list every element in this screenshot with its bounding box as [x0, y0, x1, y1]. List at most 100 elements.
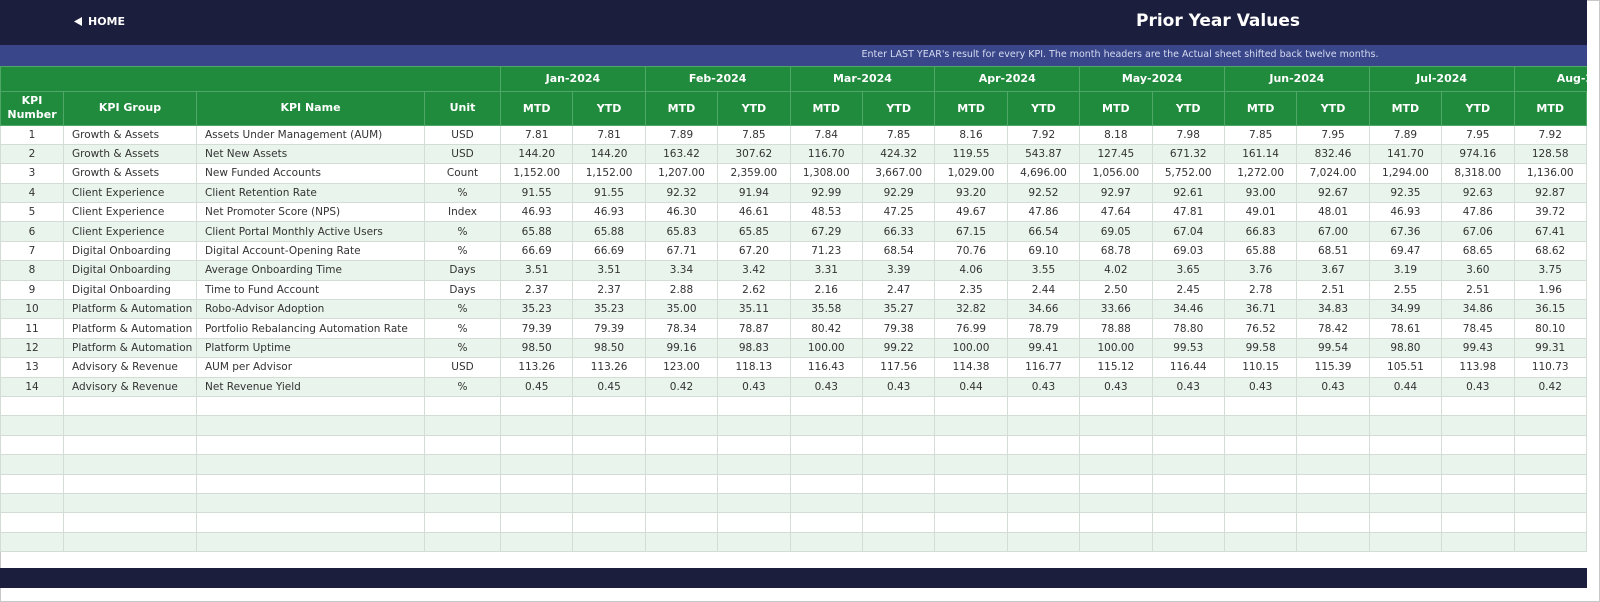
empty-cell [572, 473, 646, 494]
cell: 8.16 [934, 124, 1008, 145]
empty-cell [1151, 512, 1225, 533]
column-header: Unit [424, 90, 501, 126]
empty-cell [1223, 492, 1298, 514]
cell: 3.67 [1296, 260, 1370, 281]
cell: 1,152.00 [572, 163, 646, 184]
cell: Client Portal Monthly Active Users [196, 221, 425, 242]
cell: 98.80 [1368, 337, 1443, 359]
cell: 127.45 [1079, 143, 1153, 165]
cell: 48.53 [789, 202, 863, 223]
cell: 92.67 [1296, 182, 1370, 204]
empty-cell [1441, 512, 1515, 533]
empty-cell [934, 395, 1008, 417]
cell: 0.44 [934, 376, 1008, 397]
empty-cell [1079, 395, 1153, 417]
cell: USD [424, 143, 501, 165]
empty-cell [1585, 337, 1587, 359]
cell: 113.26 [572, 357, 646, 378]
cell: Platform & Automation [63, 299, 197, 320]
empty-cell [1151, 395, 1225, 417]
cell: 117.56 [861, 357, 936, 378]
value-header: MTD [1368, 90, 1443, 126]
empty-cell [1079, 531, 1153, 553]
subtitle-bar: Enter LAST YEAR's result for every KPI. … [0, 45, 1587, 66]
empty-cell [1513, 434, 1587, 456]
empty-cell [1585, 415, 1587, 436]
empty-cell [1223, 395, 1298, 417]
empty-cell [934, 415, 1008, 436]
empty-cell [196, 395, 425, 417]
cell: 66.69 [572, 240, 646, 262]
cell: 46.61 [717, 202, 791, 223]
cell: 67.29 [789, 221, 863, 242]
empty-cell [63, 454, 197, 475]
cell: 47.25 [861, 202, 936, 223]
cell: 78.80 [1151, 318, 1225, 339]
empty-cell [0, 512, 64, 533]
empty-cell [1151, 415, 1225, 436]
empty-cell [789, 531, 863, 553]
cell: 99.53 [1151, 337, 1225, 359]
empty-row [0, 415, 1587, 436]
cell: 7.84 [789, 124, 863, 145]
month-header: Apr-2024 [934, 66, 1081, 92]
empty-cell [1006, 395, 1081, 417]
empty-cell [572, 415, 646, 436]
cell: Platform & Automation [63, 337, 197, 359]
cell: 3.65 [1151, 260, 1225, 281]
cell: 0.43 [1006, 376, 1081, 397]
cell: 36.71 [1223, 299, 1298, 320]
cell: 128.58 [1513, 143, 1587, 165]
cell: 79.38 [861, 318, 936, 339]
empty-cell [1441, 395, 1515, 417]
empty-cell [1513, 473, 1587, 494]
cell: 5 [0, 202, 64, 223]
cell: 66.33 [861, 221, 936, 242]
cell: 116.44 [1151, 357, 1225, 378]
empty-cell [1151, 492, 1225, 514]
cell: 91.94 [717, 182, 791, 204]
cell: 5,752.00 [1151, 163, 1225, 184]
cell: 7.89 [644, 124, 719, 145]
cell: 11 [0, 318, 64, 339]
empty-cell [1585, 143, 1587, 165]
cell: 0.45 [572, 376, 646, 397]
cell: 2.88 [644, 279, 719, 301]
cell: 92.35 [1368, 182, 1443, 204]
cell: 69.03 [1151, 240, 1225, 262]
cell: 99.16 [644, 337, 719, 359]
cell: Net New Assets [196, 143, 425, 165]
empty-cell [789, 454, 863, 475]
cell: Time to Fund Account [196, 279, 425, 301]
cell: 68.78 [1079, 240, 1153, 262]
empty-cell [1006, 473, 1081, 494]
cell: 98.50 [499, 337, 574, 359]
cell: 78.42 [1296, 318, 1370, 339]
column-header-row: KPI Number KPI Group KPI Name Unit MTD YTD MTD… [0, 90, 1587, 126]
cell: 4,696.00 [1006, 163, 1081, 184]
cell: 98.83 [717, 337, 791, 359]
cell: 92.29 [861, 182, 936, 204]
empty-cell [1585, 124, 1587, 145]
empty-cell [717, 454, 791, 475]
empty-cell [789, 395, 863, 417]
empty-cell [1585, 531, 1587, 553]
home-button[interactable]: HOME [74, 15, 125, 28]
cell: 1,294.00 [1368, 163, 1443, 184]
empty-cell [0, 415, 64, 436]
cell: 2 [0, 143, 64, 165]
cell: 67.20 [717, 240, 791, 262]
cell: 7.81 [499, 124, 574, 145]
empty-cell [1006, 434, 1081, 456]
cell: 46.93 [572, 202, 646, 223]
cell: 34.46 [1151, 299, 1225, 320]
cell: 67.41 [1513, 221, 1587, 242]
empty-row [0, 492, 1587, 514]
empty-cell [0, 473, 64, 494]
empty-cell [499, 454, 574, 475]
cell: 69.47 [1368, 240, 1443, 262]
cell: 100.00 [789, 337, 863, 359]
cell: 543.87 [1006, 143, 1081, 165]
cell: 2.16 [789, 279, 863, 301]
cell: % [424, 299, 501, 320]
